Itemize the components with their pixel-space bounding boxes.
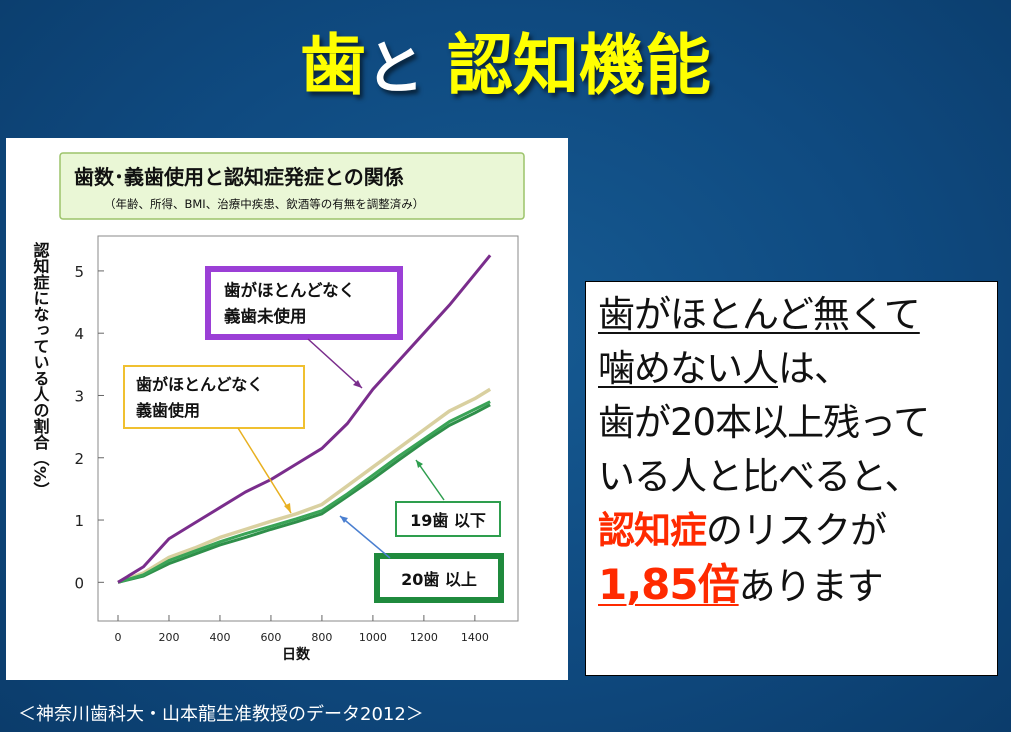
y-axis-label: 認知症になっている人の割合（%）: [31, 241, 50, 498]
x-tick-label: 600: [260, 631, 281, 644]
x-tick-label: 1000: [359, 631, 387, 644]
callout-no-teeth: 歯がほとんど無くて: [598, 293, 921, 336]
x-tick-label: 1400: [461, 631, 489, 644]
callout-line-2: 噛めない人は、: [598, 342, 987, 396]
callout-line-3: 歯が20本以上残って: [598, 401, 930, 444]
title-teeth: 歯: [300, 27, 366, 104]
x-axis-label: 日数: [282, 646, 311, 663]
callout-ha: は、: [778, 347, 851, 390]
label-no-denture-line2: 義歯未使用: [224, 306, 307, 326]
arrow-19-teeth: [415, 459, 445, 501]
series-line-4: [117, 403, 491, 584]
chart-subtitle: （年齢、所得、BMI、治療中疾患、飲酒等の有無を調整済み）: [104, 197, 424, 211]
plot-area: [97, 235, 519, 622]
label-denture-line1: 歯がほとんどなく: [136, 375, 263, 394]
callout-dementia: 認知症: [598, 509, 707, 552]
arrow-no-denture: [307, 338, 363, 389]
arrowhead-denture: [284, 503, 291, 513]
arrowhead-20-teeth: [340, 516, 348, 523]
x-tick-label: 1200: [410, 631, 438, 644]
callout-line-1: 歯がほとんど無くて: [598, 288, 987, 342]
callout-line-5: 認知症のリスクが: [598, 504, 987, 558]
series-line-2: [117, 387, 492, 584]
chart-panel: 歯数･義歯使用と認知症発症との関係 （年齢、所得、BMI、治療中疾患、飲酒等の有…: [6, 138, 568, 680]
slide-title: 歯と 認知機能: [0, 18, 1011, 113]
y-tick-label: 0: [74, 574, 84, 592]
x-tick-label: 400: [209, 631, 230, 644]
label-denture-line2: 義歯使用: [136, 401, 200, 420]
y-tick-label: 4: [74, 325, 84, 343]
line-chart: 歯数･義歯使用と認知症発症との関係 （年齢、所得、BMI、治療中疾患、飲酒等の有…: [31, 152, 525, 663]
risk-callout: 歯がほとんど無くて 噛めない人は、 歯が20本以上残って いる人と比べると、 認…: [585, 281, 998, 676]
callout-cannot-chew: 噛めない: [598, 347, 743, 390]
callout-line-4: いる人と比べると、: [598, 455, 922, 498]
series-line-3: [117, 400, 491, 584]
label-box-no-denture: [205, 266, 403, 340]
x-tick-label: 200: [158, 631, 179, 644]
y-tick-label: 2: [74, 450, 84, 468]
label-box-20-teeth: [374, 553, 504, 603]
x-tick-label: 0: [115, 631, 122, 644]
y-tick-label: 3: [74, 387, 84, 405]
label-no-denture-line1: 歯がほとんどなく: [224, 280, 355, 300]
label-box-denture: [123, 365, 305, 429]
callout-line-6: 1,85倍あります: [598, 558, 987, 614]
series-line-1: [117, 254, 492, 584]
title-and: と: [366, 34, 425, 102]
data-source: ＜神奈川歯科大・山本龍生准教授のデータ2012＞: [18, 704, 424, 725]
chart-title: 歯数･義歯使用と認知症発症との関係: [74, 165, 404, 189]
label-19-teeth: 19歯 以下: [410, 511, 486, 530]
y-tick-label: 5: [74, 263, 84, 281]
y-tick-label: 1: [74, 512, 84, 530]
label-box-19-teeth: [395, 501, 501, 537]
x-tick-label: 800: [311, 631, 332, 644]
arrowhead-no-denture: [353, 380, 362, 388]
axis-ticks: 0 1 2 3 4 5 0 200 400 600 800 1000 1200 1400: [74, 263, 488, 644]
callout-there-is: あります: [738, 565, 884, 608]
arrowhead-19-teeth: [416, 460, 423, 468]
label-20-teeth: 20歯 以上: [401, 570, 477, 589]
arrow-denture: [237, 427, 292, 514]
series-layer: [117, 254, 492, 584]
arrow-20-teeth: [339, 515, 391, 559]
callout-risk: のリスクが: [706, 509, 887, 552]
callout-ratio: 1,85倍: [598, 560, 740, 609]
callout-person: 人: [742, 347, 779, 390]
chart-title-box: [59, 152, 525, 220]
title-cognitive-function: 認知機能: [447, 27, 711, 104]
